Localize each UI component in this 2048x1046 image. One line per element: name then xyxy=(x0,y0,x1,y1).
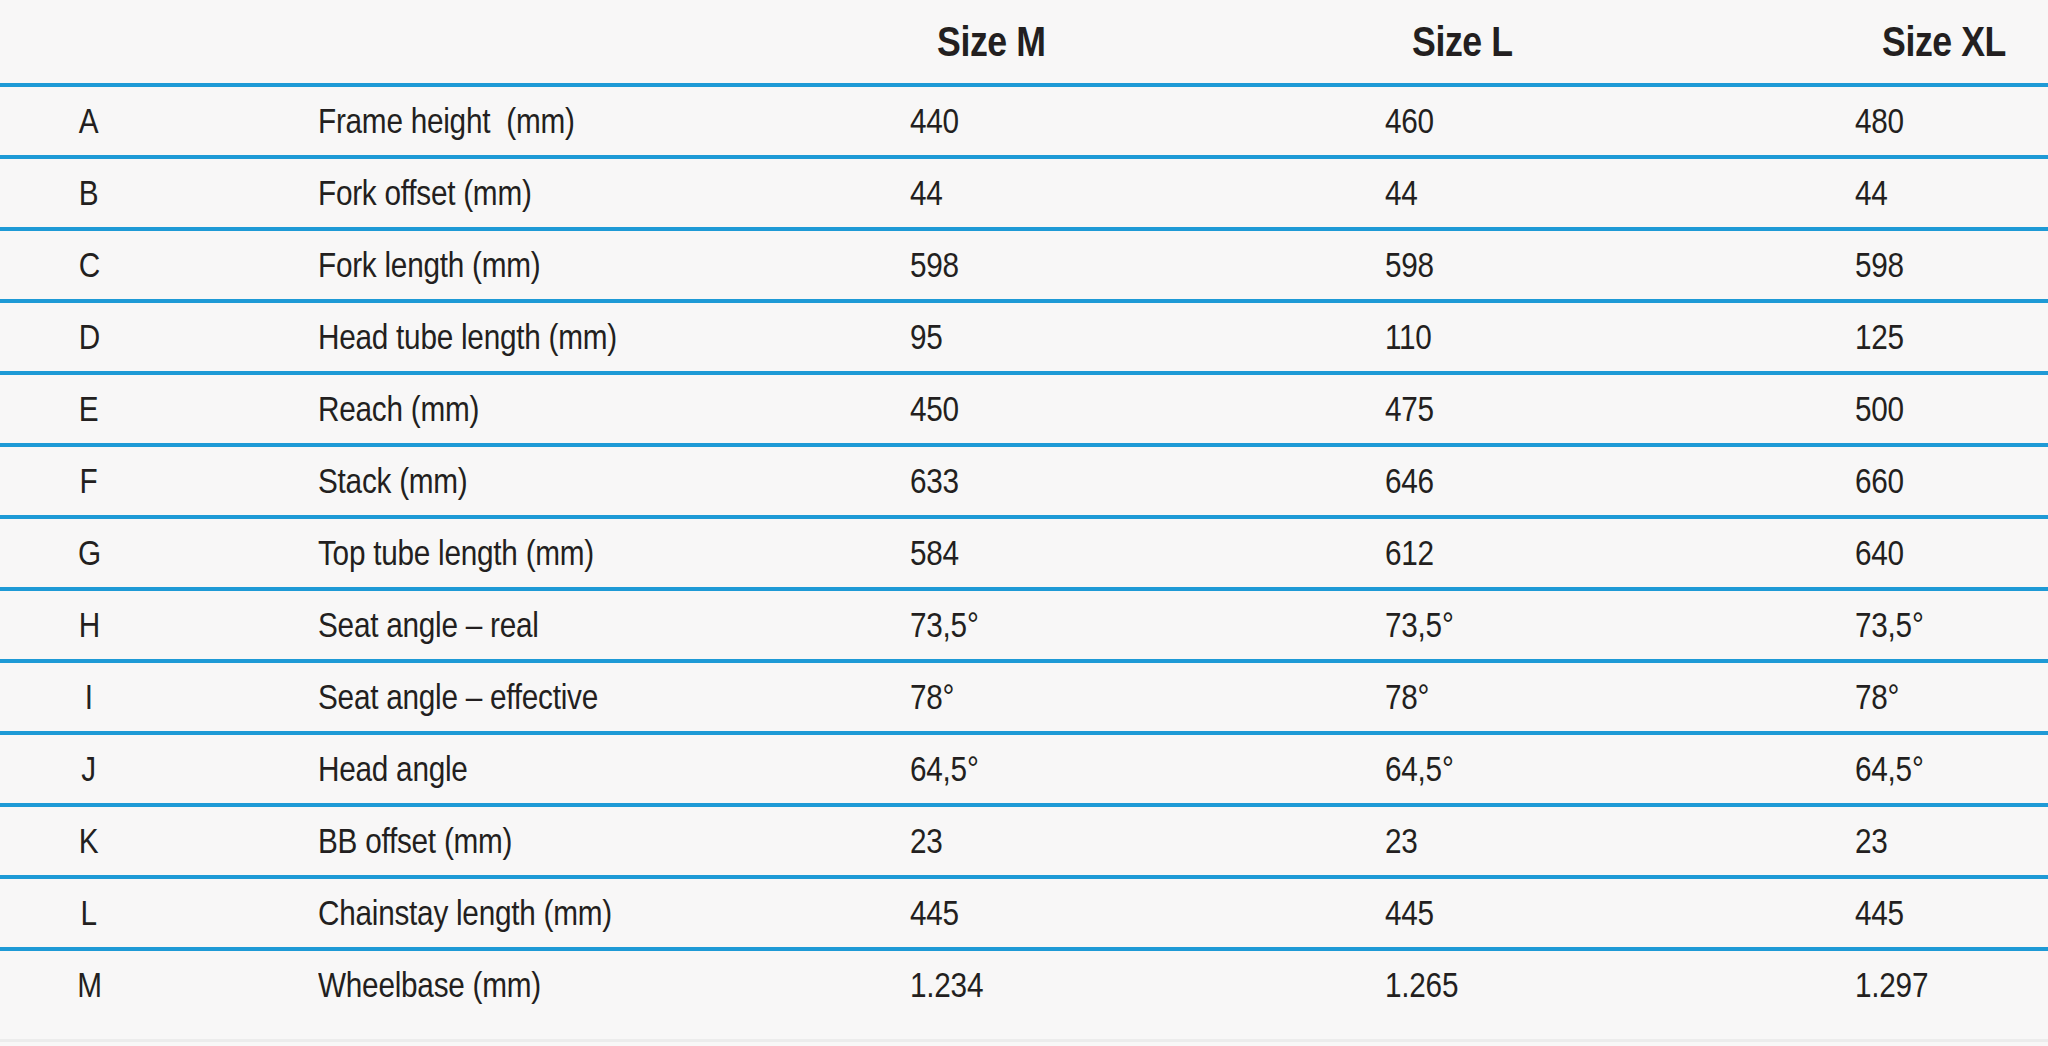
value-size-m: 440 xyxy=(910,101,1385,141)
value-size-xl: 44 xyxy=(1855,173,2048,213)
value-size-xl: 480 xyxy=(1855,101,2048,141)
row-label: Reach (mm) xyxy=(318,389,910,429)
row-label: Head tube length (mm) xyxy=(318,317,910,357)
column-header-size-l: Size L xyxy=(1385,0,1855,84)
value-size-m: 73,5° xyxy=(910,605,1385,645)
value-size-m: 44 xyxy=(910,173,1385,213)
row-letter: B xyxy=(0,173,318,213)
value-size-m: 95 xyxy=(910,317,1385,357)
row-label: Frame height (mm) xyxy=(318,101,910,141)
column-header-size-m-label: Size M xyxy=(937,18,1046,66)
row-label: Wheelbase (mm) xyxy=(318,965,910,1005)
value-size-xl: 640 xyxy=(1855,533,2048,573)
table-row: J Head angle 64,5° 64,5° 64,5° xyxy=(0,731,2048,803)
bottom-divider xyxy=(0,1039,2048,1042)
table-row: E Reach (mm) 450 475 500 xyxy=(0,371,2048,443)
row-letter: H xyxy=(0,605,318,645)
value-size-xl: 64,5° xyxy=(1855,749,2048,789)
table-row: H Seat angle – real 73,5° 73,5° 73,5° xyxy=(0,587,2048,659)
table-row: B Fork offset (mm) 44 44 44 xyxy=(0,155,2048,227)
row-label: Stack (mm) xyxy=(318,461,910,501)
value-size-m: 23 xyxy=(910,821,1385,861)
value-size-xl: 660 xyxy=(1855,461,2048,501)
row-letter: D xyxy=(0,317,318,357)
table-row: C Fork length (mm) 598 598 598 xyxy=(0,227,2048,299)
value-size-m: 1.234 xyxy=(910,965,1385,1005)
value-size-l: 64,5° xyxy=(1385,749,1855,789)
value-size-l: 78° xyxy=(1385,677,1855,717)
value-size-xl: 445 xyxy=(1855,893,2048,933)
value-size-m: 78° xyxy=(910,677,1385,717)
value-size-xl: 598 xyxy=(1855,245,2048,285)
value-size-m: 445 xyxy=(910,893,1385,933)
table-row: D Head tube length (mm) 95 110 125 xyxy=(0,299,2048,371)
column-header-size-xl-label: Size XL xyxy=(1882,18,2006,66)
value-size-l: 110 xyxy=(1385,317,1855,357)
row-label: Fork offset (mm) xyxy=(318,173,910,213)
value-size-m: 450 xyxy=(910,389,1385,429)
row-letter: E xyxy=(0,389,318,429)
value-size-m: 584 xyxy=(910,533,1385,573)
table-row: I Seat angle – effective 78° 78° 78° xyxy=(0,659,2048,731)
row-letter: K xyxy=(0,821,318,861)
geometry-table: Size M Size L Size XL A Frame height (mm… xyxy=(0,0,2048,1046)
row-letter: C xyxy=(0,245,318,285)
row-letter: I xyxy=(0,677,318,717)
row-letter: F xyxy=(0,461,318,501)
table-row: M Wheelbase (mm) 1.234 1.265 1.297 xyxy=(0,947,2048,1019)
table-row: G Top tube length (mm) 584 612 640 xyxy=(0,515,2048,587)
row-letter: M xyxy=(0,965,318,1005)
value-size-l: 475 xyxy=(1385,389,1855,429)
value-size-xl: 23 xyxy=(1855,821,2048,861)
row-letter: A xyxy=(0,101,318,141)
row-letter: L xyxy=(0,893,318,933)
value-size-l: 23 xyxy=(1385,821,1855,861)
value-size-m: 598 xyxy=(910,245,1385,285)
value-size-xl: 78° xyxy=(1855,677,2048,717)
table-row: L Chainstay length (mm) 445 445 445 xyxy=(0,875,2048,947)
column-header-size-l-label: Size L xyxy=(1412,18,1513,66)
row-label: Fork length (mm) xyxy=(318,245,910,285)
value-size-m: 64,5° xyxy=(910,749,1385,789)
row-label: Head angle xyxy=(318,749,910,789)
value-size-l: 44 xyxy=(1385,173,1855,213)
table-header-row: Size M Size L Size XL xyxy=(0,0,2048,83)
table-row: K BB offset (mm) 23 23 23 xyxy=(0,803,2048,875)
row-label: Top tube length (mm) xyxy=(318,533,910,573)
row-label: Seat angle – real xyxy=(318,605,910,645)
row-letter: J xyxy=(0,749,318,789)
value-size-xl: 1.297 xyxy=(1855,965,2048,1005)
row-label: BB offset (mm) xyxy=(318,821,910,861)
value-size-xl: 125 xyxy=(1855,317,2048,357)
value-size-l: 612 xyxy=(1385,533,1855,573)
row-label: Seat angle – effective xyxy=(318,677,910,717)
row-letter: G xyxy=(0,533,318,573)
table-row: A Frame height (mm) 440 460 480 xyxy=(0,83,2048,155)
value-size-xl: 73,5° xyxy=(1855,605,2048,645)
table-row: F Stack (mm) 633 646 660 xyxy=(0,443,2048,515)
value-size-l: 73,5° xyxy=(1385,605,1855,645)
column-header-size-xl: Size XL xyxy=(1855,0,2048,84)
value-size-m: 633 xyxy=(910,461,1385,501)
value-size-l: 445 xyxy=(1385,893,1855,933)
value-size-l: 460 xyxy=(1385,101,1855,141)
row-label: Chainstay length (mm) xyxy=(318,893,910,933)
value-size-l: 646 xyxy=(1385,461,1855,501)
table-body: A Frame height (mm) 440 460 480 B Fork o… xyxy=(0,83,2048,1019)
value-size-l: 1.265 xyxy=(1385,965,1855,1005)
value-size-l: 598 xyxy=(1385,245,1855,285)
value-size-xl: 500 xyxy=(1855,389,2048,429)
column-header-size-m: Size M xyxy=(910,0,1385,84)
